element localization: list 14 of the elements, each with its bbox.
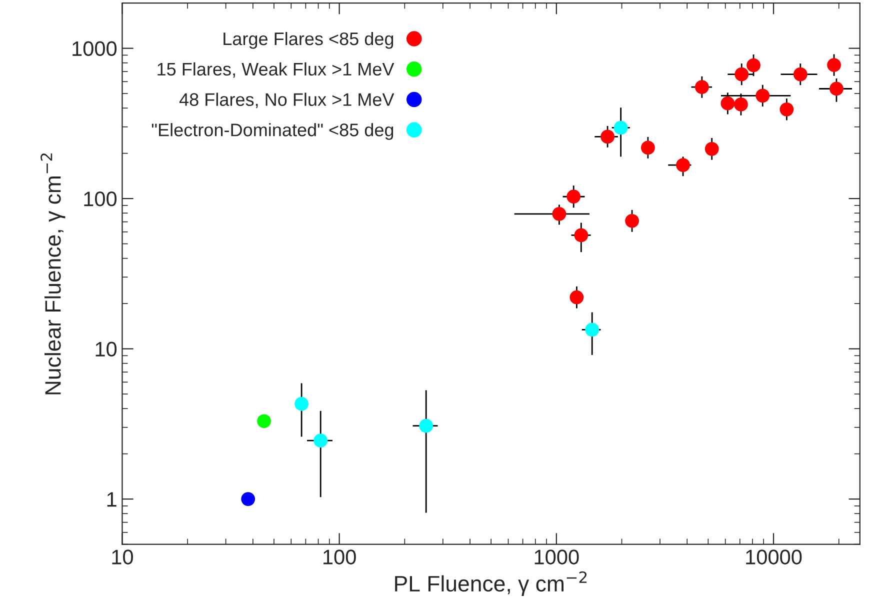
x-tick-label: 100 (324, 550, 356, 564)
y-tick-label: 1 (107, 492, 116, 507)
y-tick-label: 1000 (72, 41, 117, 56)
x-tick-label: 1000 (534, 550, 579, 564)
x-tick-label: 10000 (746, 550, 802, 564)
y-axis-title: Nuclear Fluence, γ cm$^{−2}$ (40, 153, 66, 394)
y-tick-label: 10 (96, 342, 117, 357)
legend-label: 48 Flares, No Flux >1 MeV (179, 92, 394, 108)
x-axis-title: PL Fluence, γ cm$^{−2}$ (395, 571, 587, 596)
legend-label: Large Flares <85 deg (224, 32, 394, 49)
legend-label: "Electron-Dominated" <85 deg (152, 123, 394, 140)
legend-label: 15 Flares, Weak Flux >1 MeV (158, 62, 394, 78)
x-tick-label: 10 (112, 550, 133, 564)
y-tick-label: 100 (84, 192, 117, 206)
